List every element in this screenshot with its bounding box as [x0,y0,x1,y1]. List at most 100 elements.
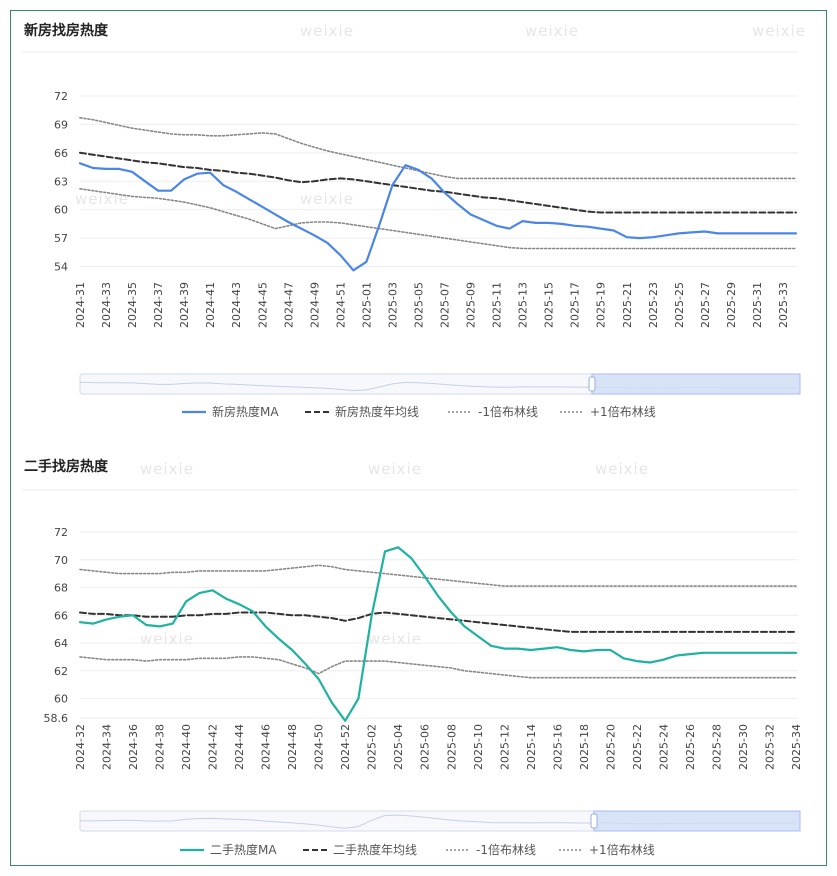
x-tick-label: 2025-32 [763,724,776,770]
legend-label: -1倍布林线 [476,842,536,857]
chart-2: 58.6 60 62 64 66 68 70 72 2024-32 2024-34 2024-36 2… [22,489,803,857]
x-tick-label: 2025-08 [445,724,458,770]
y-tick-label: 60 [54,693,68,706]
watermark: weixie [368,460,422,478]
x-tick-label: 2025-02 [366,724,379,770]
y-tick-label: 72 [54,90,68,103]
x-tick-label: 2025-31 [751,282,764,328]
x-tick-label: 2025-21 [621,282,634,328]
x-tick-label: 2024-41 [204,282,217,328]
chart2-title: 二手找房热度 [24,459,108,475]
x-tick-label: 2025-12 [498,724,511,770]
x-tick-label: 2025-25 [673,282,686,328]
x-tick-label: 2025-24 [657,724,670,770]
y-tick-label: 66 [54,147,68,160]
x-tick-label: 2024-49 [308,282,321,328]
x-tick-label: 2025-18 [578,724,591,770]
x-tick-label: 2024-43 [230,282,243,328]
legend-label: 二手热度MA [210,842,277,857]
x-tick-label: 2025-07 [439,282,452,328]
y-tick-label: 60 [54,204,68,217]
x-tick-label: 2025-09 [465,282,478,328]
x-tick-label: 2025-22 [631,724,644,770]
x-tick-label: 2025-23 [647,282,660,328]
series-line-4 [79,564,797,587]
x-tick-label: 2024-46 [260,724,273,770]
x-tick-label: 2025-15 [543,282,556,328]
x-tick-label: 2025-01 [360,282,373,328]
zoom-slider-handle[interactable] [588,376,596,392]
x-tick-label: 2025-13 [517,282,530,328]
series-line-1 [78,162,798,272]
x-tick-label: 2025-17 [569,282,582,328]
series-line-3 [79,188,797,250]
chart-1: 54 57 60 63 66 69 72 2024-31 2024-33 2024-35 2024-… [22,51,801,419]
x-tick-label: 2025-14 [525,724,538,770]
x-tick-label: 2025-26 [684,724,697,770]
legend-label: 二手热度年均线 [333,842,417,857]
y-tick-label: 69 [54,118,68,131]
x-tick-label: 2025-27 [699,282,712,328]
series-line-2 [79,151,797,214]
legend-label: -1倍布林线 [478,404,538,419]
watermark: weixie [75,190,129,208]
x-tick-label: 2024-47 [282,282,295,328]
watermark: weixie [525,22,579,40]
x-tick-label: 2024-36 [127,724,140,770]
x-tick-label: 2024-38 [154,724,167,770]
x-tick-label: 2024-39 [178,282,191,328]
y-tick-label: 63 [54,175,68,188]
series-line-3 [79,656,797,679]
legend-label: +1倍布林线 [590,404,656,419]
y-tick-label: 62 [54,665,68,678]
chart1-title: 新房找房热度 [24,23,108,39]
x-tick-label: 2025-29 [725,282,738,328]
x-tick-label: 2024-48 [286,724,299,770]
legend-label: 新房热度MA [212,404,279,419]
x-tick-label: 2025-30 [737,724,750,770]
watermark: weixie [300,22,354,40]
zoom-slider-handle[interactable] [590,813,598,829]
legend-label: 新房热度年均线 [335,404,419,419]
x-tick-label: 2025-28 [710,724,723,770]
x-tick-label: 2024-37 [152,282,165,328]
x-tick-label: 2024-44 [233,724,246,770]
x-tick-label: 2025-04 [392,724,405,770]
x-tick-label: 2024-45 [256,282,269,328]
y-tick-label: 68 [54,582,68,595]
x-tick-label: 2025-19 [595,282,608,328]
y-tick-label: 64 [54,637,68,650]
x-tick-label: 2024-32 [74,724,87,770]
zoom-slider-window[interactable] [591,373,801,395]
x-tick-label: 2024-40 [180,724,193,770]
y-tick-label: 66 [54,609,68,622]
x-tick-label: 2025-33 [777,282,790,328]
x-tick-label: 2025-05 [412,282,425,328]
series-line-4 [79,117,797,180]
x-tick-label: 2024-50 [313,724,326,770]
x-tick-label: 2024-31 [74,282,87,328]
x-tick-label: 2025-34 [790,724,803,770]
y-tick-label: 70 [54,554,68,567]
y-tick-label: 58.6 [44,712,69,725]
x-tick-label: 2024-33 [100,282,113,328]
watermark: weixie [595,460,649,478]
series-line-2 [79,611,797,633]
watermark: weixie [300,190,354,208]
x-tick-label: 2024-34 [101,724,114,770]
watermark: weixie [752,22,806,40]
x-tick-label: 2025-20 [604,724,617,770]
x-tick-label: 2025-11 [491,282,504,328]
y-tick-label: 54 [54,261,68,274]
x-tick-label: 2025-10 [472,724,485,770]
legend-label: +1倍布林线 [589,842,655,857]
series-line-1 [78,546,798,722]
x-tick-label: 2024-42 [207,724,220,770]
x-tick-label: 2025-03 [386,282,399,328]
y-tick-label: 57 [54,232,68,245]
x-tick-label: 2025-16 [551,724,564,770]
x-tick-label: 2024-51 [334,282,347,328]
x-tick-label: 2024-52 [339,724,352,770]
zoom-slider-window[interactable] [593,810,801,832]
